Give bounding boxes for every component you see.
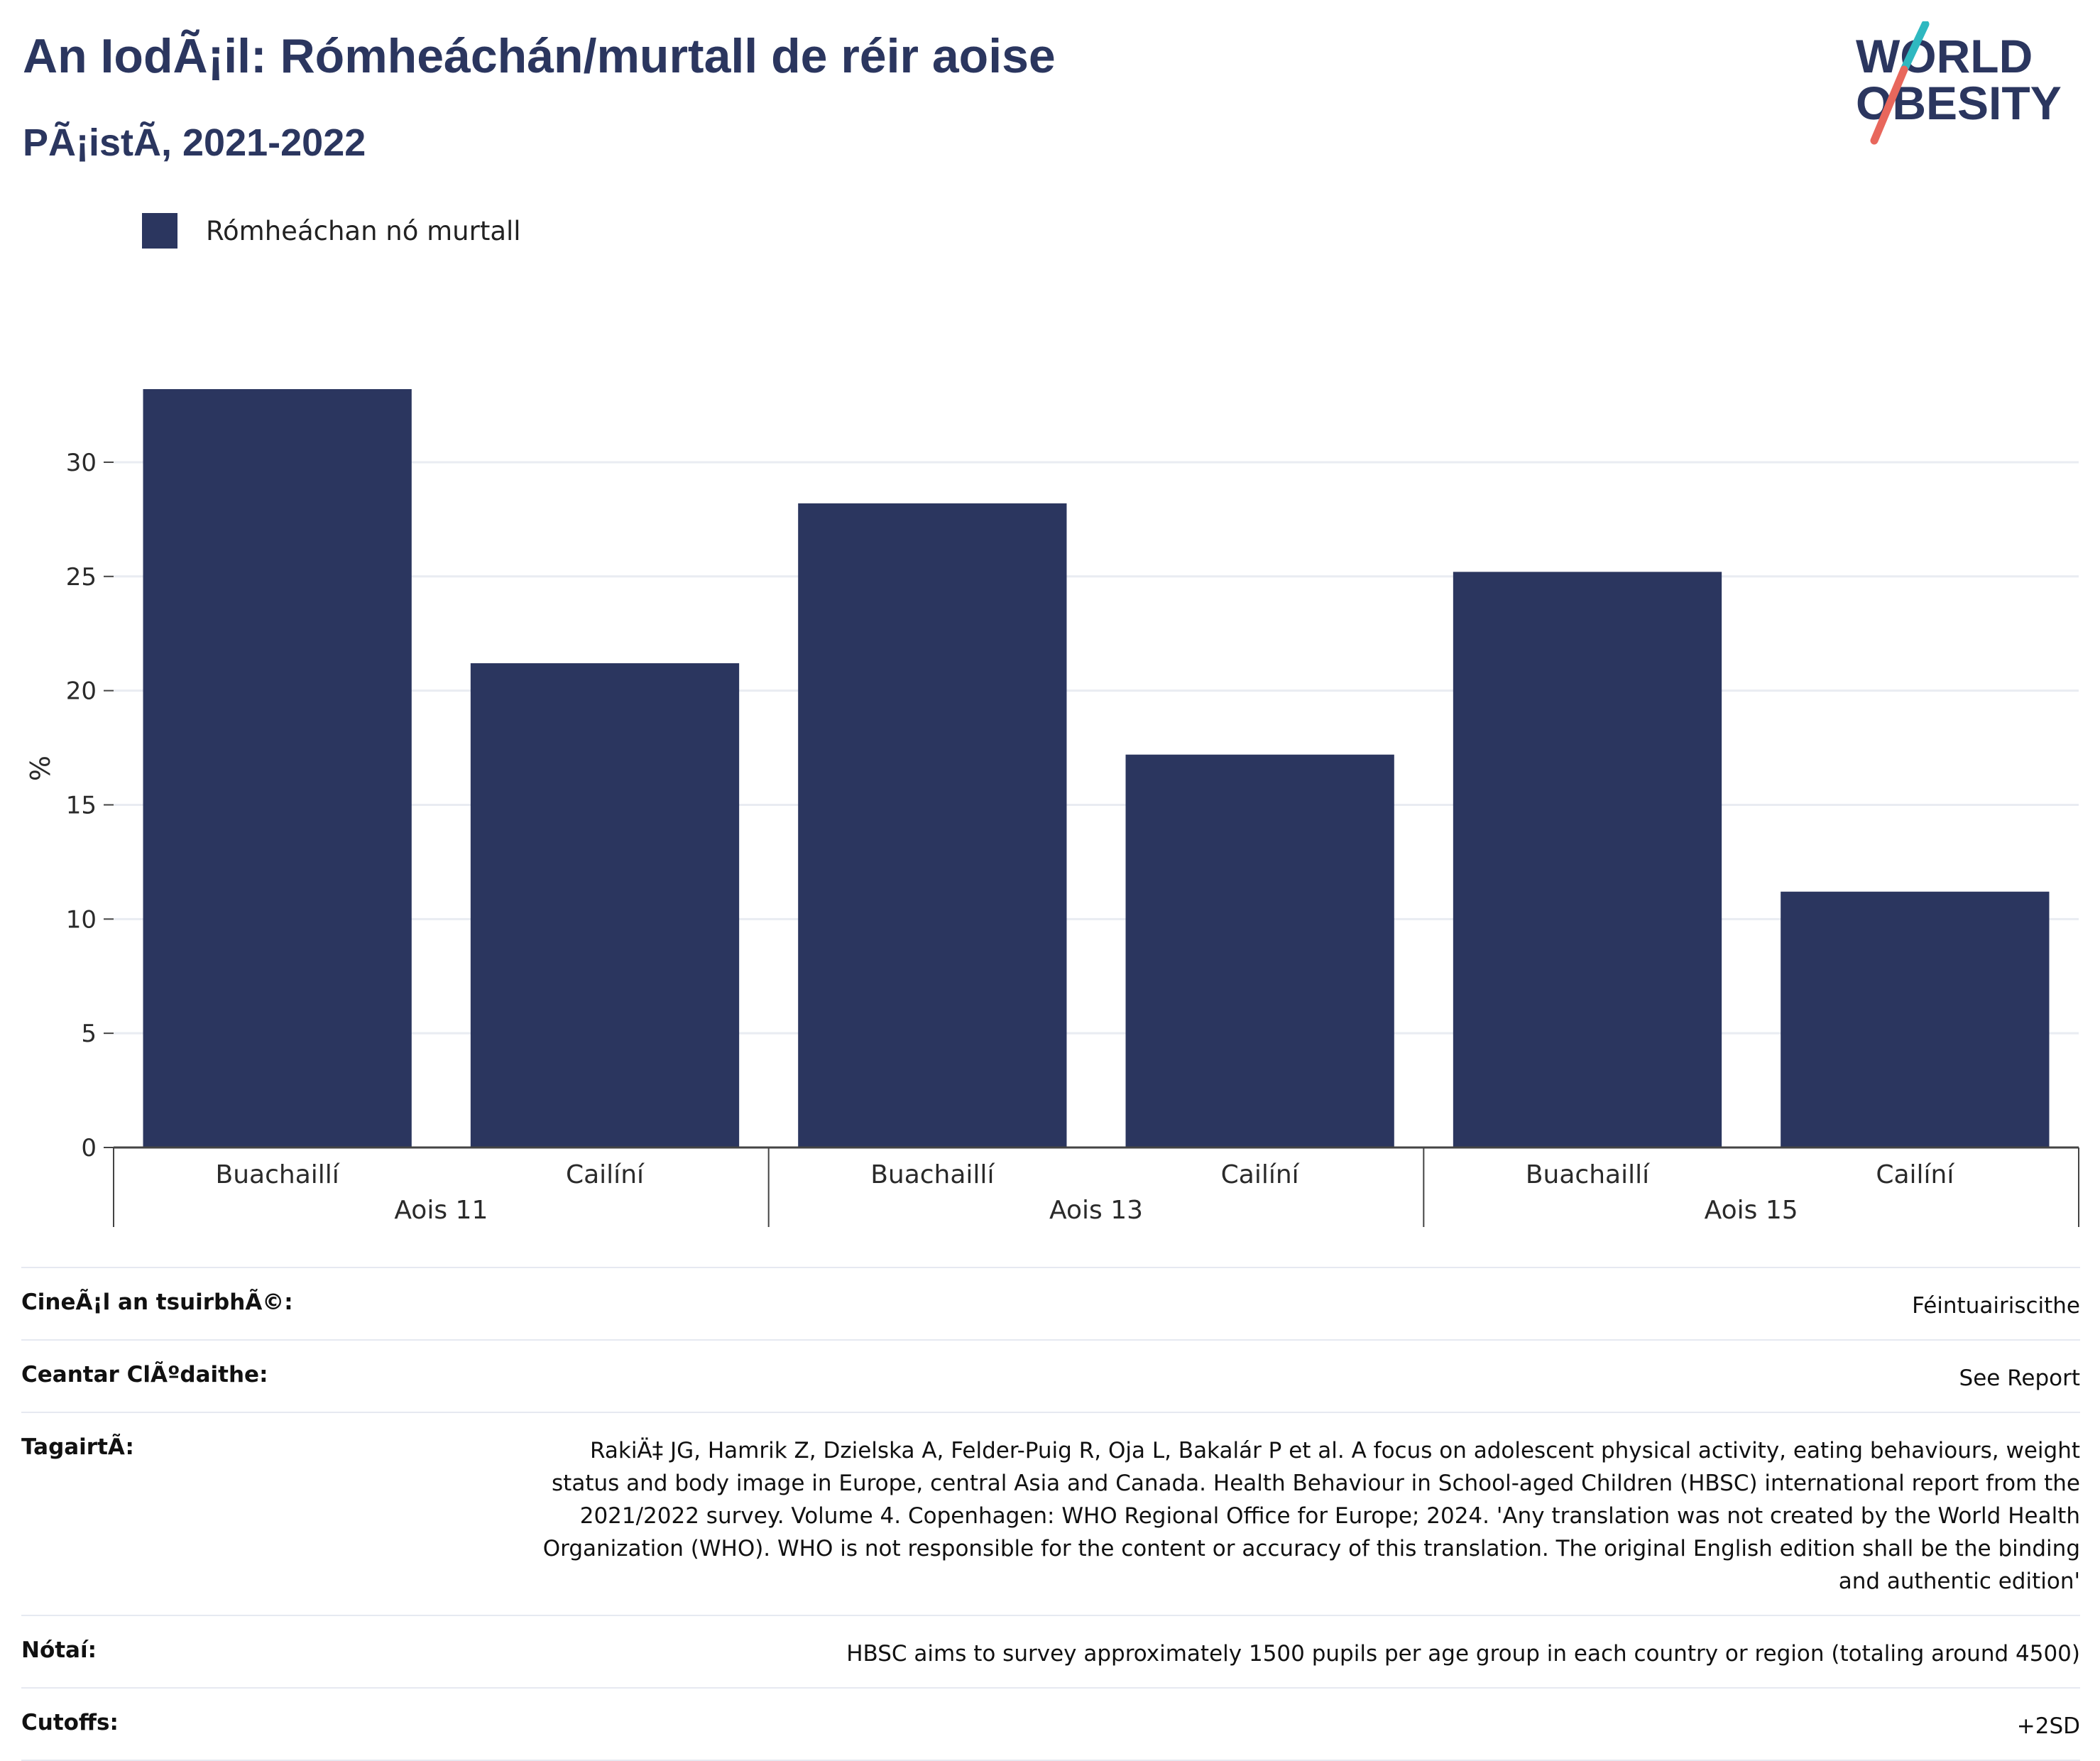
meta-value: RakiÄ‡ JG, Hamrik Z, Dzielska A, Felder-…	[542, 1438, 2080, 1594]
legend-label: Rómheáchan nó murtall	[206, 215, 521, 246]
x-tick-label: Buachaillí	[870, 1160, 995, 1189]
meta-label: Ceantar ClÃºdaithe:	[21, 1362, 268, 1387]
meta-value: +2SD	[2016, 1713, 2080, 1739]
x-group-label: Aois 13	[1049, 1196, 1143, 1225]
y-tick-label: 5	[81, 1020, 97, 1048]
x-group-label: Aois 11	[394, 1196, 488, 1225]
meta-value: Féintuairiscithe	[1912, 1293, 2080, 1319]
meta-label: Nótaí:	[21, 1637, 97, 1663]
chart-subtitle: PÃ¡istÃ, 2021-2022	[23, 121, 366, 164]
bar-chart: 0 5 10 15 20 25 30% Buachaillí Cailíní Aois 11 Bua…	[25, 389, 2079, 1227]
y-tick-label: 10	[66, 905, 97, 934]
x-tick-label: Cailíní	[1876, 1160, 1954, 1189]
meta-label: TagairtÃ:	[21, 1434, 134, 1460]
x-tick-label: Buachaillí	[216, 1160, 340, 1189]
legend[interactable]: Rómheáchan nó murtall	[142, 209, 521, 252]
meta-row: CineÃ¡l an tsuirbhÃ©: Féintuairiscithe	[21, 1267, 2080, 1341]
logo-text-world: WORLD	[1856, 30, 2033, 82]
y-tick-label: 30	[66, 449, 97, 477]
logo-slash-top	[1900, 21, 1930, 74]
meta-label: CineÃ¡l an tsuirbhÃ©:	[21, 1290, 293, 1315]
y-tick-label: 25	[66, 563, 97, 591]
x-group-label: Aois 15	[1705, 1196, 1798, 1225]
chart-title: An IodÃ¡il: Rómheáchán/murtall de réir a…	[23, 29, 1056, 83]
legend-swatch	[142, 213, 177, 249]
axes: 0 5 10 15 20 25 30% Buachaillí Cailíní Aois 11 Bua…	[25, 449, 2079, 1227]
x-tick-label: Cailíní	[566, 1160, 645, 1189]
y-tick-label: 0	[81, 1134, 97, 1162]
bar-1-1[interactable]	[143, 389, 412, 1147]
bar-1-2[interactable]	[470, 663, 740, 1147]
logo-slash-bottom	[1870, 65, 1908, 145]
meta-row: Ceantar ClÃºdaithe: See Report	[21, 1341, 2080, 1413]
bar-3-1[interactable]	[1453, 572, 1722, 1147]
meta-label: Cutoffs:	[21, 1710, 119, 1735]
meta-row: Cutoffs: +2SD	[21, 1689, 2080, 1761]
x-tick-label: Buachaillí	[1526, 1160, 1650, 1189]
meta-value: See Report	[1959, 1365, 2080, 1391]
meta-row: TagairtÃ: RakiÄ‡ JG, Hamrik Z, Dzielska A…	[21, 1413, 2080, 1616]
x-tick-label: Cailíní	[1221, 1160, 1300, 1189]
world-obesity-logo: WORLD OBESITY	[1856, 21, 2062, 145]
bars	[143, 389, 2050, 1147]
bar-2-2[interactable]	[1125, 754, 1394, 1147]
meta-value: HBSC aims to survey approximately 1500 p…	[846, 1641, 2080, 1667]
y-axis-label: %	[25, 756, 56, 781]
meta-row: Nótaí: HBSC aims to survey approximately …	[21, 1616, 2080, 1689]
bar-3-2[interactable]	[1781, 891, 2050, 1147]
gridlines	[114, 461, 2079, 1035]
bar-2-1[interactable]	[798, 503, 1067, 1147]
metadata-table: CineÃ¡l an tsuirbhÃ©: Féintuairiscithe Cea…	[21, 1267, 2080, 1761]
y-tick-label: 15	[66, 791, 97, 819]
y-tick-label: 20	[66, 677, 97, 706]
